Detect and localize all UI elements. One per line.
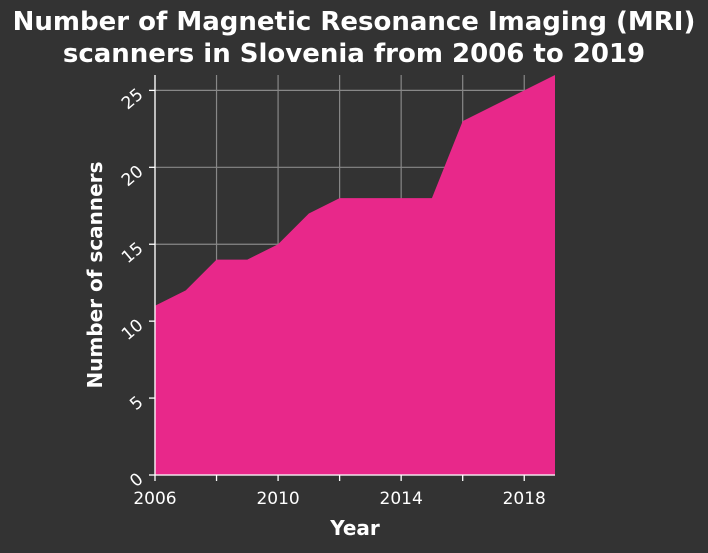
x-axis-label: Year [329,516,380,540]
area-series [155,75,555,475]
x-tick-label: 2006 [133,489,176,509]
chart-title-line: Number of Magnetic Resonance Imaging (MR… [13,7,696,37]
y-tick-label: 10 [118,315,147,344]
chart-title-line: scanners in Slovenia from 2006 to 2019 [63,39,645,69]
y-tick-label: 25 [118,85,147,114]
x-tick-label: 2014 [380,489,423,509]
x-ticks: 2006 2010 2014 2018 [133,475,546,509]
chart-title: Number of Magnetic Resonance Imaging (MR… [13,7,696,69]
axes [154,75,555,476]
y-tick-label: 20 [118,162,147,191]
y-tick-label: 5 [126,392,147,414]
x-tick-label: 2010 [256,489,299,509]
y-tick-label: 15 [118,239,147,268]
x-tick-label: 2018 [503,489,546,509]
area-fill [155,75,555,475]
y-axis-label: Number of scanners [83,162,107,389]
